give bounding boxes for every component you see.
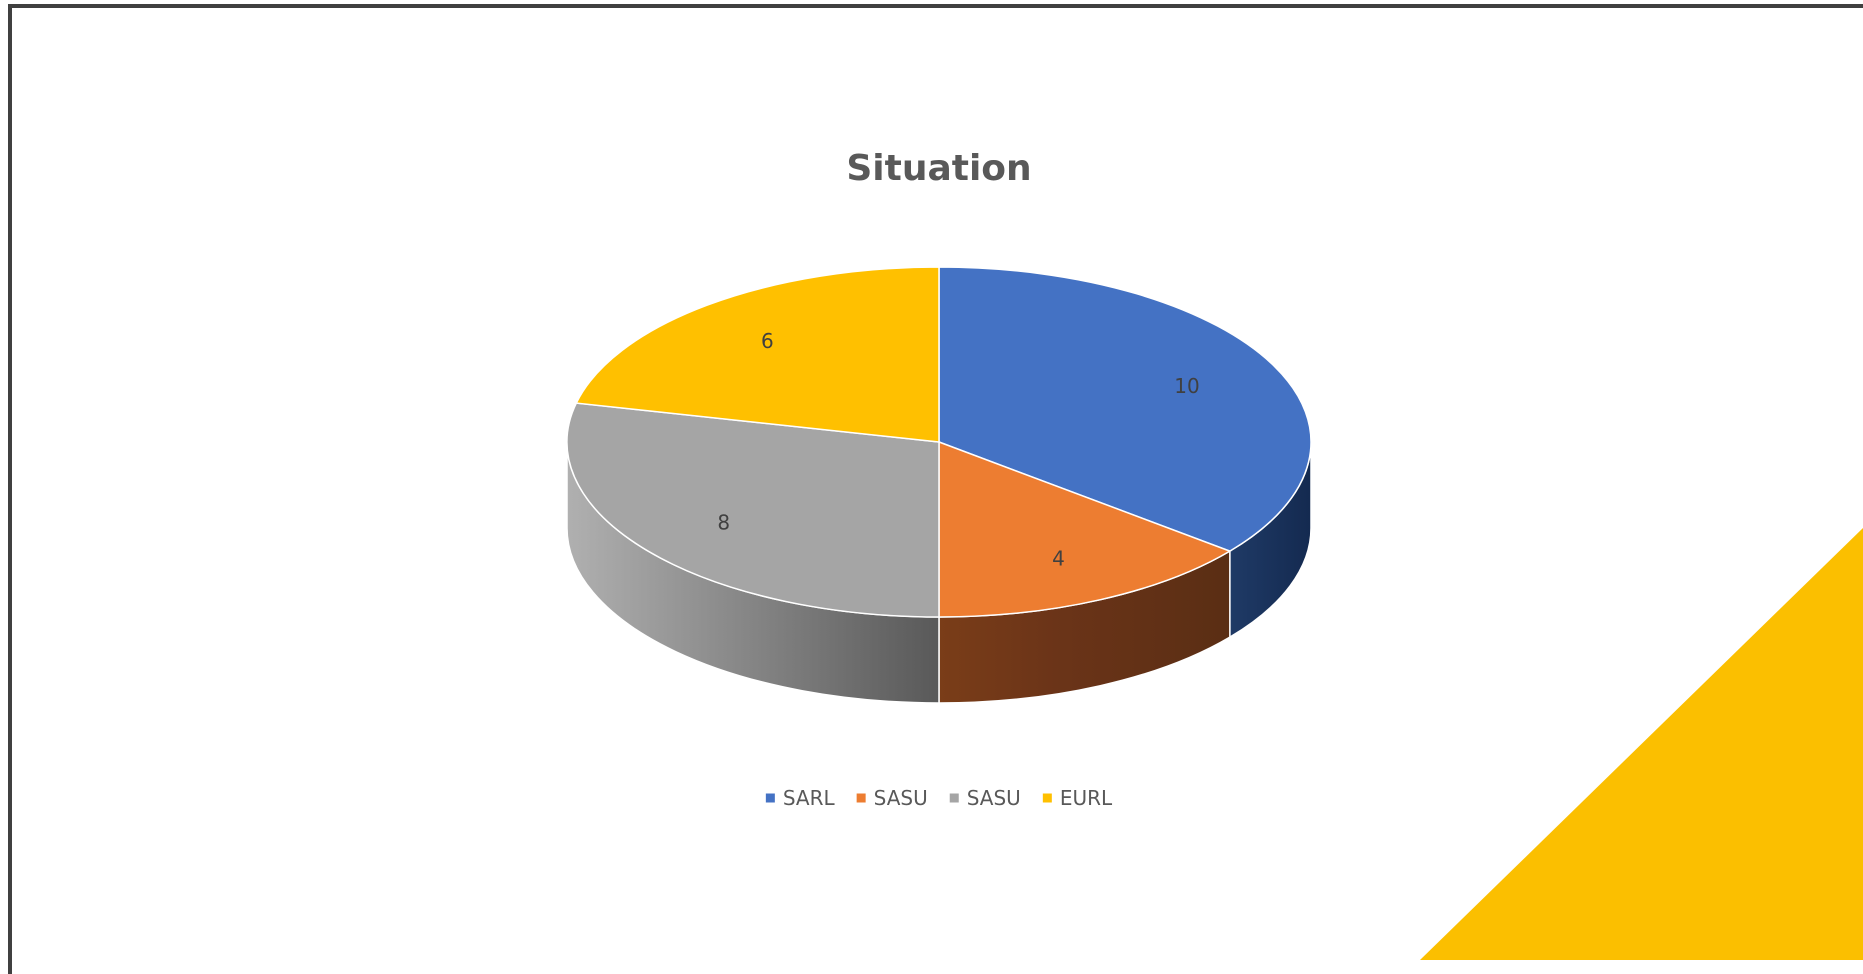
pie-slice-sasu xyxy=(938,440,1232,618)
pie-slice-sarl xyxy=(938,266,1312,552)
data-label-sasu-2: 8 xyxy=(717,511,730,535)
legend-label-eurl: EURL xyxy=(1060,786,1113,810)
legend-swatch-sasu xyxy=(856,793,866,803)
legend-label-sasu-2: SASU xyxy=(967,786,1021,810)
legend-swatch-eurl xyxy=(1042,793,1052,803)
legend-label-sarl: SARL xyxy=(783,786,836,810)
data-label-sasu: 4 xyxy=(1052,547,1065,571)
pie-slice-sasu-2 xyxy=(566,402,940,618)
legend-swatch-sarl xyxy=(765,793,775,803)
legend-swatch-sasu-2 xyxy=(949,793,959,803)
slide-frame xyxy=(8,4,1863,974)
chart-title: Situation xyxy=(846,148,1031,189)
corner-triangle-shape xyxy=(1420,528,1863,960)
chart-legend: SARL SASU SASU EURL xyxy=(765,786,1113,810)
data-label-sarl: 10 xyxy=(1174,374,1199,398)
pie-data-labels: 10 4 8 6 xyxy=(717,329,1199,571)
pie-slice-eurl xyxy=(575,266,940,443)
data-label-eurl: 6 xyxy=(761,329,774,353)
legend-label-sasu: SASU xyxy=(874,786,928,810)
pie-slices xyxy=(566,266,1312,618)
